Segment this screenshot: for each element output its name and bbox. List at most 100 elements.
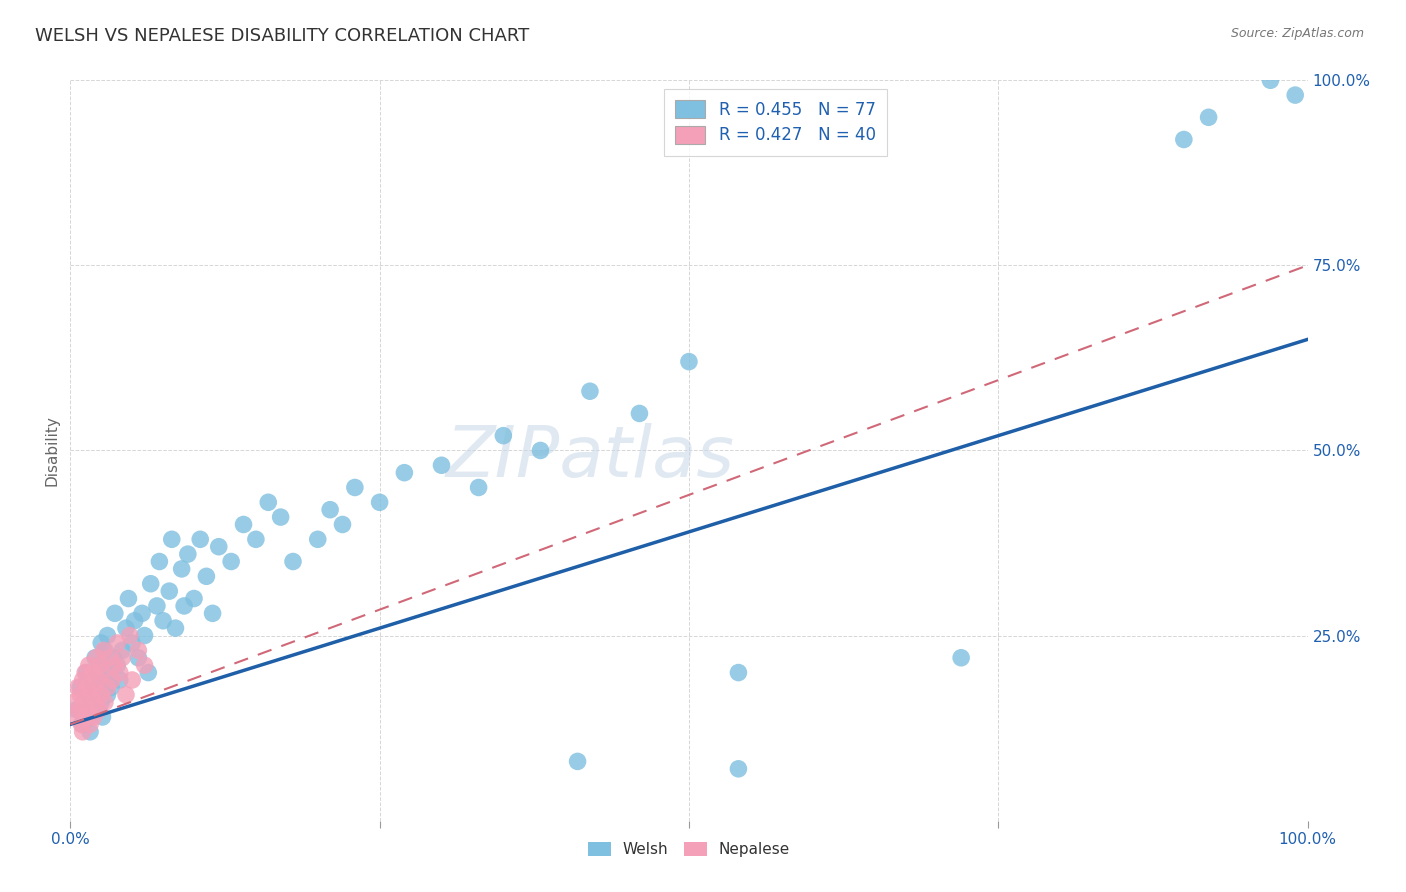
Point <box>467 480 489 494</box>
Point <box>82 673 104 687</box>
Point <box>529 443 551 458</box>
Point <box>93 673 115 687</box>
Point <box>270 510 292 524</box>
Point <box>86 681 108 695</box>
Point <box>111 643 134 657</box>
Point <box>90 688 112 702</box>
Point <box>170 562 193 576</box>
Point <box>70 717 93 731</box>
Legend: Welsh, Nepalese: Welsh, Nepalese <box>581 835 797 865</box>
Y-axis label: Disability: Disability <box>44 415 59 486</box>
Point <box>76 681 98 695</box>
Point <box>84 703 107 717</box>
Point <box>98 665 121 680</box>
Point <box>89 658 111 673</box>
Point <box>101 673 124 687</box>
Point <box>183 591 205 606</box>
Point <box>80 688 103 702</box>
Point <box>77 710 100 724</box>
Point <box>567 755 589 769</box>
Point <box>77 688 100 702</box>
Point <box>139 576 162 591</box>
Point <box>86 673 108 687</box>
Point <box>188 533 211 547</box>
Point <box>96 628 118 642</box>
Text: Source: ZipAtlas.com: Source: ZipAtlas.com <box>1230 27 1364 40</box>
Point <box>678 354 700 368</box>
Point <box>136 665 159 680</box>
Point <box>75 710 97 724</box>
Point <box>69 681 91 695</box>
Point <box>96 688 118 702</box>
Point <box>368 495 391 509</box>
Point <box>72 717 94 731</box>
Point <box>75 665 97 680</box>
Point <box>91 710 114 724</box>
Point <box>94 643 117 657</box>
Point <box>115 621 138 635</box>
Point <box>117 591 139 606</box>
Point <box>118 628 141 642</box>
Point <box>98 650 121 665</box>
Point <box>84 650 107 665</box>
Point <box>131 607 153 621</box>
Point <box>65 703 87 717</box>
Point <box>127 643 149 657</box>
Point <box>104 607 127 621</box>
Point <box>84 695 107 709</box>
Point <box>87 658 110 673</box>
Point <box>208 540 231 554</box>
Point <box>1198 111 1220 125</box>
Point <box>727 665 749 680</box>
Point <box>343 480 366 494</box>
Point <box>77 658 100 673</box>
Point <box>96 681 118 695</box>
Point <box>1284 88 1306 103</box>
Point <box>108 673 131 687</box>
Point <box>91 665 114 680</box>
Point <box>148 555 170 569</box>
Point <box>219 555 242 569</box>
Point <box>83 710 105 724</box>
Point <box>84 681 107 695</box>
Point <box>108 665 131 680</box>
Point <box>134 658 156 673</box>
Text: ZIPatlas: ZIPatlas <box>446 424 734 492</box>
Point <box>201 607 224 621</box>
Point <box>492 428 515 442</box>
Point <box>111 650 134 665</box>
Point <box>90 636 112 650</box>
Point <box>281 555 304 569</box>
Point <box>73 695 96 709</box>
Point <box>121 636 143 650</box>
Point <box>77 703 100 717</box>
Point <box>103 650 125 665</box>
Point <box>152 614 174 628</box>
Point <box>105 658 128 673</box>
Point <box>105 636 128 650</box>
Point <box>67 703 90 717</box>
Point <box>1173 132 1195 146</box>
Point <box>727 762 749 776</box>
Point <box>165 621 187 635</box>
Point <box>134 628 156 642</box>
Point <box>430 458 453 473</box>
Point <box>319 502 342 516</box>
Point <box>121 673 143 687</box>
Point <box>1260 73 1282 87</box>
Point <box>157 584 180 599</box>
Point <box>177 547 200 561</box>
Text: WELSH VS NEPALESE DISABILITY CORRELATION CHART: WELSH VS NEPALESE DISABILITY CORRELATION… <box>35 27 530 45</box>
Point <box>307 533 329 547</box>
Point <box>245 533 267 547</box>
Point <box>72 673 94 687</box>
Point <box>104 658 127 673</box>
Point <box>173 599 195 613</box>
Point <box>93 643 115 657</box>
Point <box>146 599 169 613</box>
Point <box>628 407 651 421</box>
Point <box>79 717 101 731</box>
Point <box>65 710 87 724</box>
Point <box>63 695 86 709</box>
Point <box>127 650 149 665</box>
